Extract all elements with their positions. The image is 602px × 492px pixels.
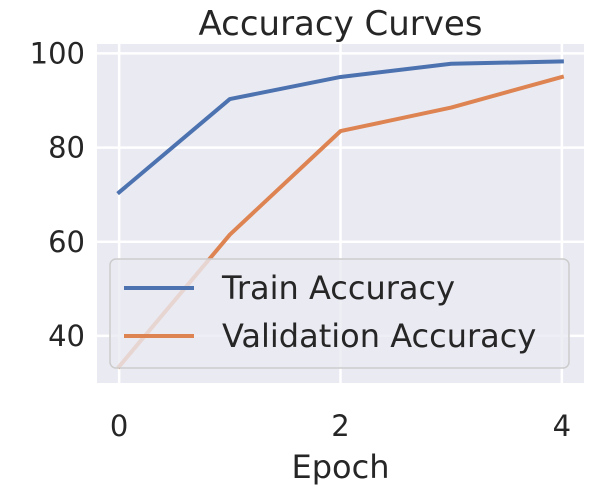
legend-label-train: Train Accuracy — [221, 269, 455, 307]
y-tick-label: 40 — [48, 319, 85, 353]
legend: Train Accuracy Validation Accuracy — [109, 258, 570, 369]
y-tick-label: 60 — [48, 225, 85, 259]
y-tick-label: 100 — [30, 36, 85, 70]
legend-label-validation: Validation Accuracy — [222, 317, 536, 355]
x-tick-label: 4 — [553, 409, 571, 443]
legend-box — [109, 258, 570, 369]
x-axis-ticks: 0 2 4 — [110, 409, 571, 443]
y-axis-ticks: 40 60 80 100 — [30, 36, 85, 353]
y-tick-label: 80 — [48, 131, 85, 165]
x-tick-label: 0 — [110, 409, 128, 443]
x-axis-label: Epoch — [292, 448, 390, 486]
x-tick-label: 2 — [331, 409, 349, 443]
chart-title: Accuracy Curves — [198, 4, 482, 44]
series-line-0 — [116, 59, 564, 196]
